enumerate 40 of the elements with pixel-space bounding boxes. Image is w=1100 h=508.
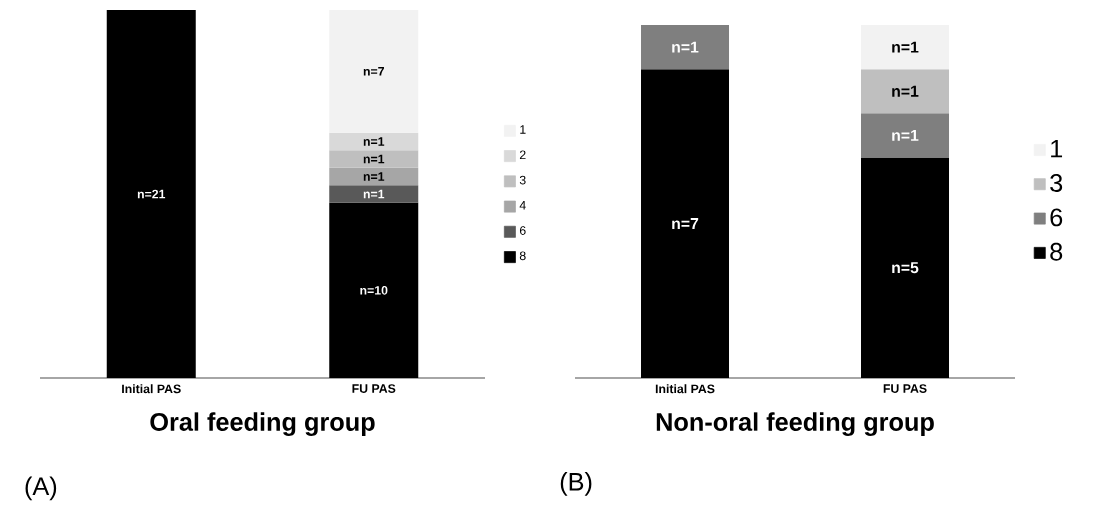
legend-label: 3 (519, 175, 526, 185)
data-label: n=21 (137, 189, 166, 199)
bar (329, 132, 419, 151)
bar (329, 10, 419, 133)
bar (329, 167, 419, 186)
bar (329, 185, 419, 203)
data-label: n=1 (363, 189, 385, 199)
data-label: n=7 (363, 67, 384, 76)
x-axis-title: Non-oral feeding group (656, 412, 934, 437)
bar (861, 25, 950, 70)
x-tick-label: Initial PAS (655, 384, 715, 394)
data-label: n=5 (892, 262, 919, 274)
data-label: n=1 (892, 41, 919, 53)
x-tick-label: FU PAS (883, 384, 927, 393)
x-axis-title: Oral feeding group (150, 412, 375, 437)
bar (861, 113, 950, 158)
data-label: n=1 (363, 172, 385, 181)
data-label: n=1 (892, 85, 919, 97)
data-label: n=10 (360, 286, 388, 295)
data-label: n=1 (672, 41, 699, 53)
legend-label: 1 (1051, 139, 1063, 158)
legend-label: 8 (1050, 242, 1063, 261)
legend-label: 2 (519, 150, 526, 160)
bar (329, 150, 419, 168)
x-tick-label: FU PAS (352, 384, 396, 393)
text: (B) (560, 472, 592, 496)
data-label: n=1 (892, 129, 919, 141)
legend-label: 3 (1050, 174, 1063, 192)
x-tick-label: Initial PAS (122, 384, 181, 394)
legend-label: 4 (519, 201, 526, 210)
legend-label: 6 (519, 226, 526, 235)
bar (641, 25, 730, 70)
data-label: n=1 (363, 154, 385, 164)
text: (A) (25, 476, 57, 501)
data-label: n=1 (363, 137, 385, 146)
legend-label: 1 (520, 125, 526, 134)
data-label: n=7 (672, 218, 699, 230)
bar (861, 69, 950, 114)
legend-label: 6 (1050, 208, 1063, 227)
legend-label: 8 (519, 251, 526, 261)
